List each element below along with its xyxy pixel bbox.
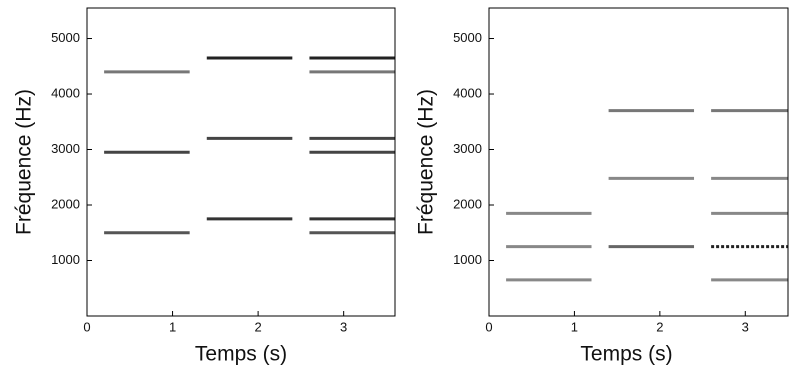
x-tick-label: 0: [485, 319, 492, 334]
x-tick-label: 1: [169, 319, 176, 334]
y-tick-label: 1000: [51, 252, 80, 267]
x-tick-label: 1: [571, 319, 578, 334]
y-tick-label: 5000: [453, 30, 482, 45]
plot-frame: [86, 7, 396, 317]
y-axis-label: Fréquence (Hz): [415, 89, 438, 235]
x-tick-label: 3: [742, 319, 749, 334]
y-tick-label: 3000: [453, 141, 482, 156]
y-tick-label: 1000: [453, 252, 482, 267]
x-tick-label: 2: [656, 319, 663, 334]
x-axis-label: Temps (s): [580, 343, 672, 366]
y-tick-label: 4000: [453, 85, 482, 100]
plot-frame: [488, 7, 789, 317]
y-tick-label: 2000: [51, 196, 80, 211]
x-axis-label: Temps (s): [195, 343, 287, 366]
x-tick-label: 0: [83, 319, 90, 334]
y-tick-label: 2000: [453, 196, 482, 211]
y-axis-label: Fréquence (Hz): [13, 89, 36, 235]
x-tick-label: 3: [340, 319, 347, 334]
y-tick-label: 4000: [51, 85, 80, 100]
x-tick-label: 2: [254, 319, 261, 334]
y-tick-label: 3000: [51, 141, 80, 156]
y-tick-label: 5000: [51, 30, 80, 45]
